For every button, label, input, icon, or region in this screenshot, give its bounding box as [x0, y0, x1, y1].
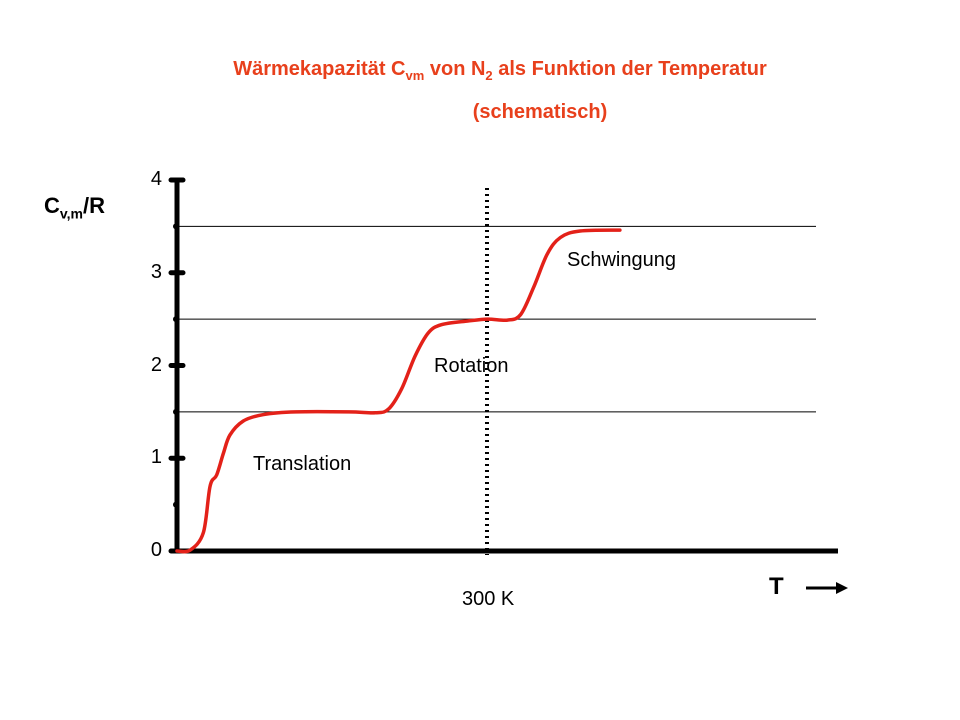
y-tick-label-3: 3 — [150, 260, 162, 283]
region-label-schwingung: Schwingung — [567, 249, 676, 271]
region-label-rotation: Rotation — [434, 355, 509, 377]
chart-subtitle: (schematisch) — [472, 101, 608, 123]
region-label-translation: Translation — [253, 453, 352, 475]
y-tick-label-4: 4 — [150, 168, 162, 190]
temperature-marker-label: 300 K — [462, 588, 515, 610]
chart-title-suffix: als Funktion der Temperatur — [492, 58, 767, 80]
y-tick-label-2: 2 — [150, 353, 162, 376]
chart-title: Wärmekapazität Cvm von N2 als Funktion d… — [0, 58, 960, 83]
heat-capacity-curve — [175, 228, 622, 554]
chart-title-subscript-vm: vm — [405, 68, 425, 83]
chart-title-prefix: Wärmekapazität C — [233, 58, 406, 80]
y-axis-label-subscript: v,m — [59, 205, 83, 222]
chart-title-subscript-2: 2 — [485, 68, 493, 83]
y-tick-label-1: 1 — [150, 446, 162, 469]
x-axis-label: T — [769, 573, 784, 600]
y-minor-tick-0.5 — [173, 501, 179, 508]
y-axis-label-suffix: /R — [82, 193, 105, 218]
y-minor-tick-1.5 — [173, 408, 179, 415]
y-axis-label-main: C — [44, 193, 60, 218]
y-minor-tick-3.5 — [173, 223, 179, 230]
y-tick-label-0: 0 — [150, 539, 162, 561]
x-axis-arrow-head — [836, 582, 848, 594]
chart-title-middle: von N — [424, 58, 486, 80]
y-minor-tick-2.5 — [173, 316, 179, 323]
y-axis-label: Cv,m/R — [44, 193, 105, 221]
